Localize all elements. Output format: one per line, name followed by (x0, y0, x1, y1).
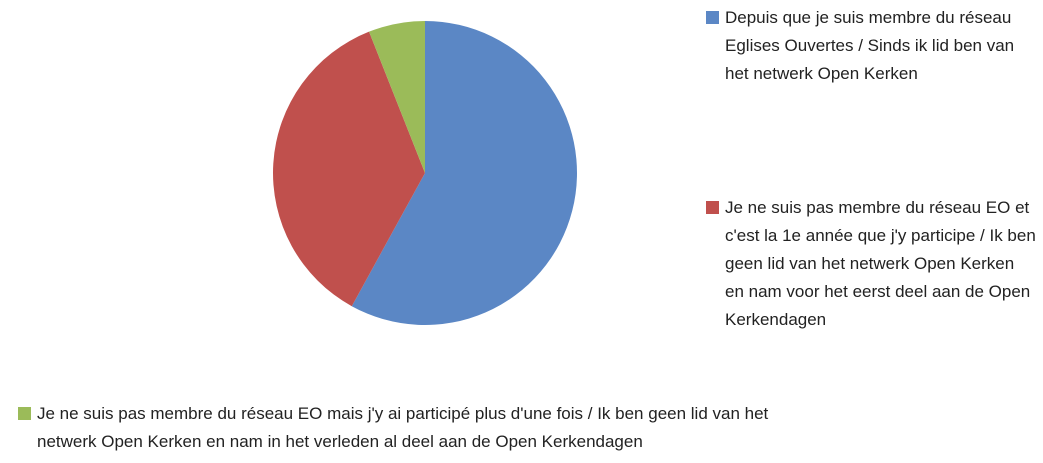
legend-label: Je ne suis pas membre du réseau EO et c'… (725, 198, 1036, 329)
legend-swatch (706, 11, 719, 24)
legend-item: Je ne suis pas membre du réseau EO mais … (18, 400, 788, 456)
legend-label: Depuis que je suis membre du réseau Egli… (725, 8, 1015, 83)
legend-label: Je ne suis pas membre du réseau EO mais … (37, 404, 769, 451)
legend-item: Je ne suis pas membre du réseau EO et c'… (706, 194, 1036, 334)
legend-item: Depuis que je suis membre du réseau Egli… (706, 4, 1036, 88)
pie-slice (351, 21, 577, 325)
pie-slice (273, 31, 425, 307)
pie-slice (369, 21, 425, 173)
legend-swatch (18, 407, 31, 420)
legend-swatch (706, 201, 719, 214)
